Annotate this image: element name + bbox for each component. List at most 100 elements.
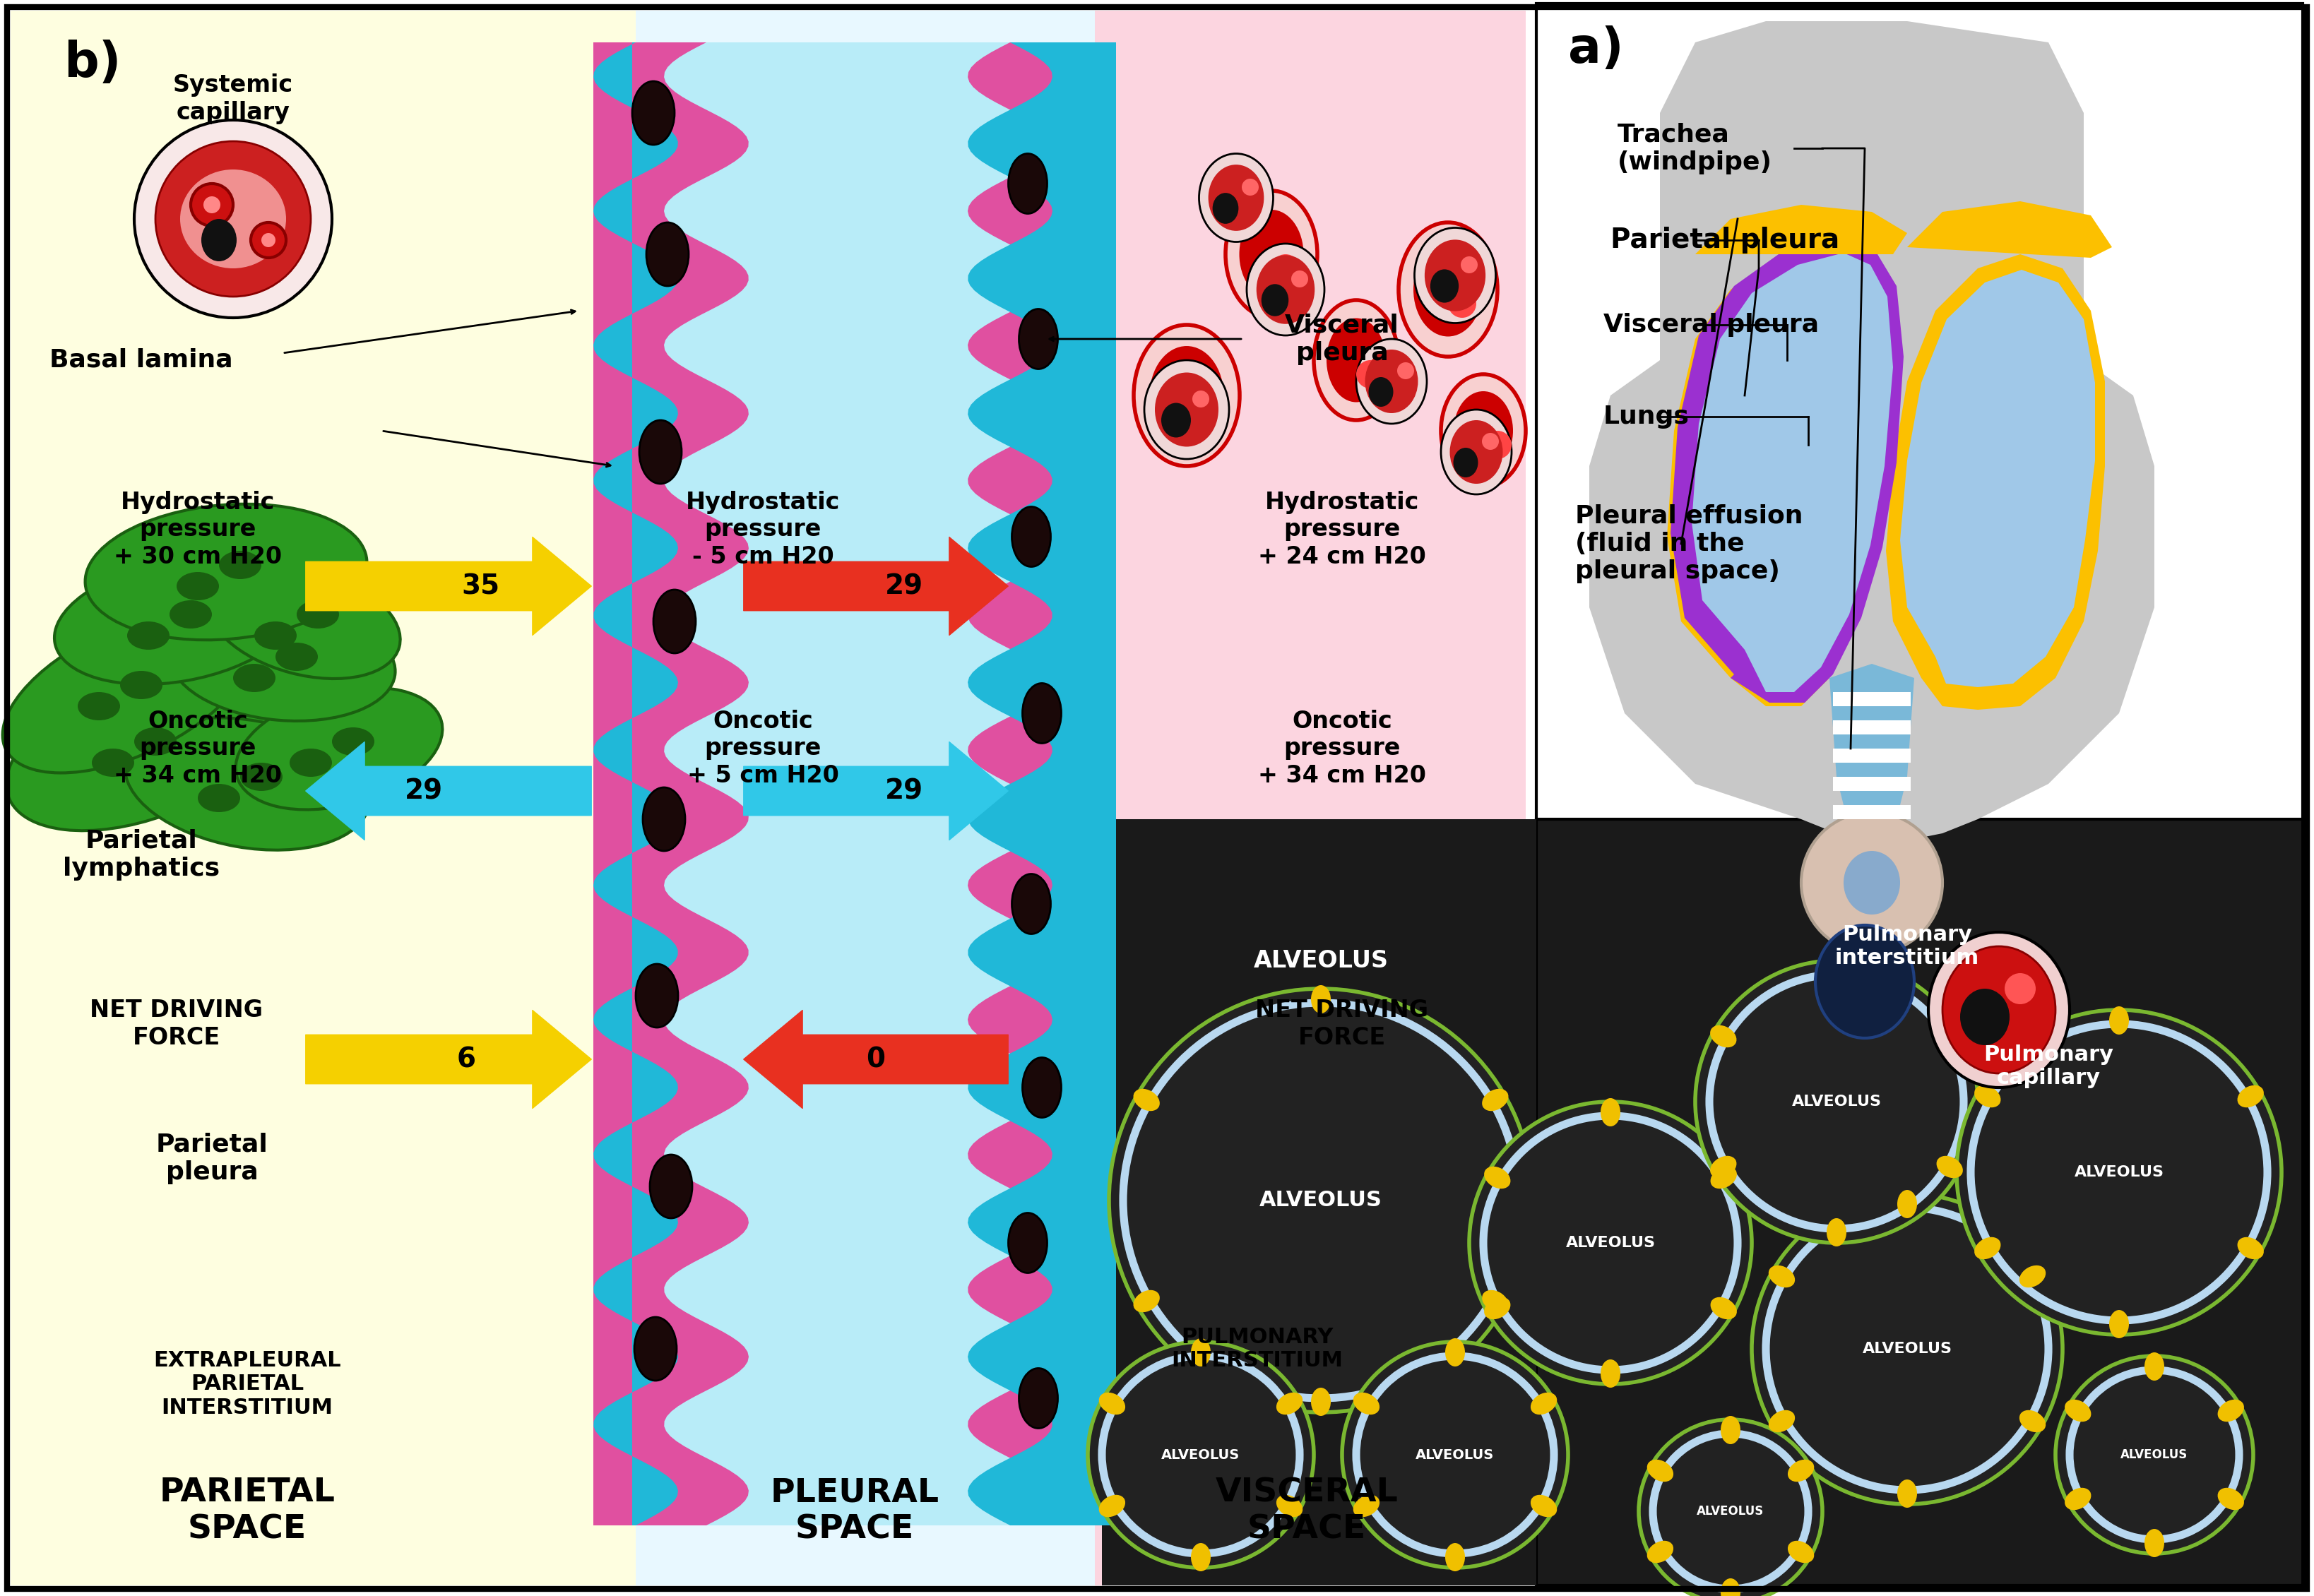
Ellipse shape [79,693,120,720]
Ellipse shape [2145,1352,2164,1381]
Text: PARIETAL
SPACE: PARIETAL SPACE [160,1476,336,1545]
Circle shape [1800,812,1941,953]
FancyBboxPatch shape [1536,3,2302,827]
Ellipse shape [93,749,134,777]
Ellipse shape [1453,391,1513,471]
Ellipse shape [632,81,676,145]
Ellipse shape [2217,1487,2245,1510]
Polygon shape [1671,236,1904,702]
Ellipse shape [208,565,400,678]
Text: 29: 29 [884,573,923,600]
Ellipse shape [1134,1290,1159,1312]
FancyBboxPatch shape [1101,819,1536,1585]
Ellipse shape [176,571,220,600]
Bar [1833,693,1911,705]
Circle shape [1108,988,1532,1412]
Ellipse shape [331,728,375,755]
Ellipse shape [1826,958,1847,985]
Ellipse shape [201,219,236,262]
Circle shape [1342,1342,1569,1567]
Ellipse shape [1430,270,1458,303]
Ellipse shape [1240,209,1303,298]
Ellipse shape [1150,346,1224,445]
Polygon shape [967,43,1115,1526]
Circle shape [2004,974,2036,1004]
FancyArrowPatch shape [305,1010,592,1108]
Ellipse shape [1247,244,1324,335]
Text: Basal lamina: Basal lamina [49,348,234,372]
Ellipse shape [197,784,241,812]
Ellipse shape [120,670,162,699]
Ellipse shape [1011,506,1051,567]
Polygon shape [1692,252,1893,693]
Ellipse shape [1530,1392,1557,1414]
Ellipse shape [1099,1495,1125,1518]
Ellipse shape [1155,372,1219,447]
Polygon shape [1666,239,1900,705]
Text: a): a) [1569,26,1624,73]
Polygon shape [592,43,750,1526]
Circle shape [1192,391,1210,407]
Ellipse shape [1974,1085,2002,1108]
FancyArrowPatch shape [743,538,1009,635]
Ellipse shape [1134,326,1240,466]
Ellipse shape [1312,985,1331,1013]
Ellipse shape [2020,1411,2046,1432]
Text: 29: 29 [884,777,923,804]
Ellipse shape [1814,926,1914,1037]
Ellipse shape [127,621,169,650]
FancyBboxPatch shape [1536,819,2302,1585]
Text: Hydrostatic
pressure
- 5 cm H20: Hydrostatic pressure - 5 cm H20 [685,492,840,568]
Polygon shape [967,43,1115,1526]
Ellipse shape [1897,1479,1916,1508]
FancyArrowPatch shape [305,538,592,635]
Circle shape [1101,1357,1300,1553]
Ellipse shape [1414,228,1495,322]
Circle shape [261,233,275,247]
Ellipse shape [1312,1387,1331,1416]
Ellipse shape [1937,1025,1962,1047]
Ellipse shape [1261,284,1289,316]
Polygon shape [1907,201,2113,259]
Circle shape [1483,431,1511,460]
Text: ALVEOLUS: ALVEOLUS [1259,1191,1381,1211]
Ellipse shape [650,1154,692,1218]
Text: NET DRIVING
FORCE: NET DRIVING FORCE [90,999,264,1049]
Circle shape [1481,433,1499,450]
Ellipse shape [2217,1400,2245,1422]
Polygon shape [1900,270,2094,688]
Ellipse shape [1897,1191,1916,1218]
Polygon shape [1536,11,2302,819]
Ellipse shape [56,559,299,685]
Text: Parietal
pleura: Parietal pleura [155,1132,268,1184]
Polygon shape [1830,664,1914,833]
Ellipse shape [1722,1578,1740,1596]
Circle shape [1270,254,1300,282]
Ellipse shape [1826,1218,1847,1246]
Ellipse shape [1941,946,2055,1074]
Ellipse shape [1134,1088,1159,1111]
Ellipse shape [1710,1156,1736,1178]
Ellipse shape [134,728,176,755]
Ellipse shape [2020,1266,2046,1288]
Ellipse shape [1483,1298,1511,1320]
Ellipse shape [639,420,683,484]
Bar [1833,749,1911,763]
Circle shape [1449,289,1476,318]
Ellipse shape [1453,448,1479,477]
Text: Trachea
(windpipe): Trachea (windpipe) [1617,123,1773,174]
Ellipse shape [1257,255,1314,324]
Text: Parietal pleura: Parietal pleura [1611,227,1840,254]
Circle shape [1469,1101,1752,1384]
Ellipse shape [1481,1290,1509,1312]
Ellipse shape [134,120,331,318]
Text: Visceral pleura: Visceral pleura [1604,313,1819,337]
Ellipse shape [255,621,296,650]
Ellipse shape [125,718,370,851]
Ellipse shape [155,140,310,297]
Ellipse shape [1208,164,1263,231]
Ellipse shape [1011,875,1051,934]
Ellipse shape [1442,375,1525,487]
Bar [1833,720,1911,734]
Ellipse shape [1601,1360,1620,1387]
